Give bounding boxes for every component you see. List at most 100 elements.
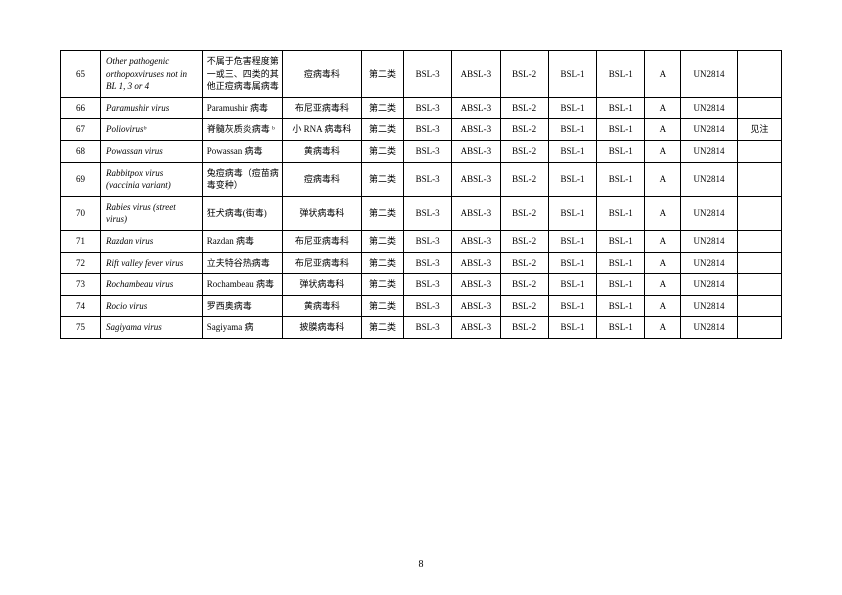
un-code: UN2814 <box>681 196 737 230</box>
chinese-name: Powassan 病毒 <box>202 140 282 162</box>
un-code: UN2814 <box>681 119 737 141</box>
bsl-col4: BSL-1 <box>548 51 596 98</box>
virus-name: Rabbitpox virus (vaccinia variant) <box>101 162 203 196</box>
table-row: 72Rift valley fever virus立夫特谷热病毒布尼亚病毒科第二… <box>61 252 782 274</box>
bsl-col1: BSL-3 <box>404 317 452 339</box>
bsl-col4: BSL-1 <box>548 252 596 274</box>
class-a: A <box>645 317 681 339</box>
bsl-col3: BSL-2 <box>500 196 548 230</box>
bsl-col3: BSL-2 <box>500 140 548 162</box>
class-a: A <box>645 230 681 252</box>
category: 第二类 <box>361 140 403 162</box>
page-number: 8 <box>0 559 842 570</box>
bsl-col2: ABSL-3 <box>452 317 500 339</box>
row-number: 75 <box>61 317 101 339</box>
virus-name: Other pathogenic orthopoxviruses not in … <box>101 51 203 98</box>
row-number: 74 <box>61 295 101 317</box>
virus-name: Powassan virus <box>101 140 203 162</box>
bsl-col2: ABSL-3 <box>452 97 500 119</box>
bsl-col3: BSL-2 <box>500 274 548 296</box>
bsl-col4: BSL-1 <box>548 274 596 296</box>
bsl-col4: BSL-1 <box>548 97 596 119</box>
bsl-col1: BSL-3 <box>404 97 452 119</box>
class-a: A <box>645 274 681 296</box>
virus-name: Paramushir virus <box>101 97 203 119</box>
bsl-col5: BSL-1 <box>597 295 645 317</box>
row-number: 68 <box>61 140 101 162</box>
category: 第二类 <box>361 230 403 252</box>
chinese-name: 不属于危害程度第一或三、四类的其他正痘病毒属病毒 <box>202 51 282 98</box>
category: 第二类 <box>361 51 403 98</box>
family: 黄病毒科 <box>282 295 361 317</box>
row-number: 71 <box>61 230 101 252</box>
virus-name: Poliovirusᵇ <box>101 119 203 141</box>
table-row: 75Sagiyama virusSagiyama 病披膜病毒科第二类BSL-3A… <box>61 317 782 339</box>
chinese-name: Paramushir 病毒 <box>202 97 282 119</box>
bsl-col4: BSL-1 <box>548 317 596 339</box>
chinese-name: Sagiyama 病 <box>202 317 282 339</box>
bsl-col3: BSL-2 <box>500 230 548 252</box>
category: 第二类 <box>361 317 403 339</box>
bsl-col1: BSL-3 <box>404 252 452 274</box>
family: 弹状病毒科 <box>282 274 361 296</box>
chinese-name: 罗西奥病毒 <box>202 295 282 317</box>
bsl-col1: BSL-3 <box>404 274 452 296</box>
note: 见注 <box>737 119 781 141</box>
bsl-col5: BSL-1 <box>597 51 645 98</box>
table-row: 73Rochambeau virusRochambeau 病毒弹状病毒科第二类B… <box>61 274 782 296</box>
category: 第二类 <box>361 162 403 196</box>
un-code: UN2814 <box>681 230 737 252</box>
bsl-col3: BSL-2 <box>500 317 548 339</box>
category: 第二类 <box>361 97 403 119</box>
category: 第二类 <box>361 119 403 141</box>
note <box>737 317 781 339</box>
bsl-col2: ABSL-3 <box>452 274 500 296</box>
bsl-col4: BSL-1 <box>548 119 596 141</box>
bsl-col3: BSL-2 <box>500 295 548 317</box>
bsl-col1: BSL-3 <box>404 119 452 141</box>
virus-name: Rift valley fever virus <box>101 252 203 274</box>
virus-name: Rocio virus <box>101 295 203 317</box>
bsl-col3: BSL-2 <box>500 162 548 196</box>
bsl-col5: BSL-1 <box>597 317 645 339</box>
chinese-name: Rochambeau 病毒 <box>202 274 282 296</box>
bsl-col2: ABSL-3 <box>452 252 500 274</box>
note <box>737 295 781 317</box>
category: 第二类 <box>361 252 403 274</box>
family: 布尼亚病毒科 <box>282 97 361 119</box>
table-row: 66Paramushir virusParamushir 病毒布尼亚病毒科第二类… <box>61 97 782 119</box>
category: 第二类 <box>361 274 403 296</box>
note <box>737 51 781 98</box>
row-number: 73 <box>61 274 101 296</box>
un-code: UN2814 <box>681 252 737 274</box>
bsl-col4: BSL-1 <box>548 230 596 252</box>
family: 小 RNA 病毒科 <box>282 119 361 141</box>
row-number: 69 <box>61 162 101 196</box>
class-a: A <box>645 295 681 317</box>
virus-table: 65Other pathogenic orthopoxviruses not i… <box>60 50 782 339</box>
bsl-col2: ABSL-3 <box>452 119 500 141</box>
bsl-col4: BSL-1 <box>548 295 596 317</box>
un-code: UN2814 <box>681 51 737 98</box>
row-number: 72 <box>61 252 101 274</box>
bsl-col2: ABSL-3 <box>452 295 500 317</box>
chinese-name: 脊髓灰质炎病毒 ᵇ <box>202 119 282 141</box>
virus-name: Razdan virus <box>101 230 203 252</box>
note <box>737 230 781 252</box>
bsl-col4: BSL-1 <box>548 140 596 162</box>
category: 第二类 <box>361 196 403 230</box>
un-code: UN2814 <box>681 97 737 119</box>
bsl-col2: ABSL-3 <box>452 230 500 252</box>
bsl-col2: ABSL-3 <box>452 196 500 230</box>
bsl-col4: BSL-1 <box>548 162 596 196</box>
bsl-col3: BSL-2 <box>500 97 548 119</box>
bsl-col1: BSL-3 <box>404 51 452 98</box>
bsl-col1: BSL-3 <box>404 196 452 230</box>
chinese-name: 狂犬病毒(街毒) <box>202 196 282 230</box>
family: 痘病毒科 <box>282 51 361 98</box>
class-a: A <box>645 140 681 162</box>
bsl-col5: BSL-1 <box>597 274 645 296</box>
bsl-col3: BSL-2 <box>500 252 548 274</box>
un-code: UN2814 <box>681 162 737 196</box>
un-code: UN2814 <box>681 295 737 317</box>
